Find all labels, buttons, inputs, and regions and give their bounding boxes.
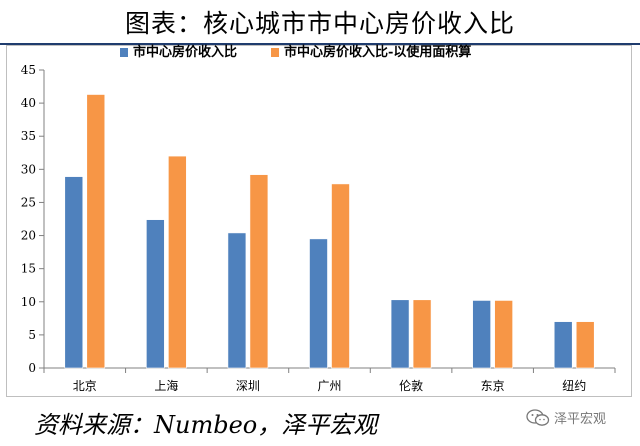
bar (86, 94, 106, 369)
chart-title: 图表：核心城市市中心房价收入比 (124, 9, 515, 38)
y-tick-label: 20 (21, 229, 36, 243)
legend-label: 市中心房价收入比 (133, 44, 237, 60)
y-axis: 0 5 10 15 20 25 30 35 40 45 (21, 63, 45, 375)
x-tick-label: 深圳 (236, 379, 260, 393)
title-divider (0, 43, 640, 45)
x-tick-label: 东京 (481, 379, 505, 393)
legend-label: 市中心房价收入比-以使用面积算 (284, 44, 471, 60)
bar (168, 155, 187, 369)
x-tick-label: 伦敦 (399, 378, 423, 393)
y-tick-label: 35 (21, 129, 36, 143)
y-tick-label: 30 (21, 162, 36, 176)
y-tick-label: 5 (28, 328, 36, 342)
source-note: 资料来源：Numbeo，泽平宏观 (34, 411, 378, 439)
x-tick-label: 纽约 (562, 378, 586, 393)
bar (249, 174, 269, 369)
y-tick-label: 0 (28, 361, 36, 375)
y-tick-label: 25 (21, 195, 36, 209)
legend-swatch (271, 48, 280, 57)
bars (64, 94, 595, 369)
x-axis: 北京 上海 深圳 广州 伦敦 东京 纽约 (43, 367, 616, 393)
bar (494, 300, 513, 369)
x-tick-label: 上海 (154, 378, 178, 393)
bar (472, 300, 491, 369)
bar (146, 219, 165, 369)
y-tick-label: 15 (21, 262, 36, 276)
bar (390, 299, 410, 369)
bar (227, 232, 247, 369)
legend: 市中心房价收入比 市中心房价收入比-以使用面积算 (120, 44, 471, 60)
bar (309, 238, 328, 369)
bar (575, 321, 595, 369)
y-tick-label: 40 (21, 96, 36, 110)
bar (412, 299, 432, 369)
x-tick-label: 广州 (317, 379, 341, 393)
bar (331, 183, 350, 369)
watermark: 泽平宏观 (526, 408, 606, 427)
bar (553, 321, 573, 369)
x-tick-label: 北京 (73, 379, 97, 393)
legend-swatch (120, 48, 128, 57)
watermark-text: 泽平宏观 (554, 412, 607, 427)
y-tick-label: 45 (21, 63, 36, 77)
wechat-icon (526, 408, 550, 426)
bar (64, 176, 84, 369)
y-tick-label: 10 (21, 295, 36, 309)
